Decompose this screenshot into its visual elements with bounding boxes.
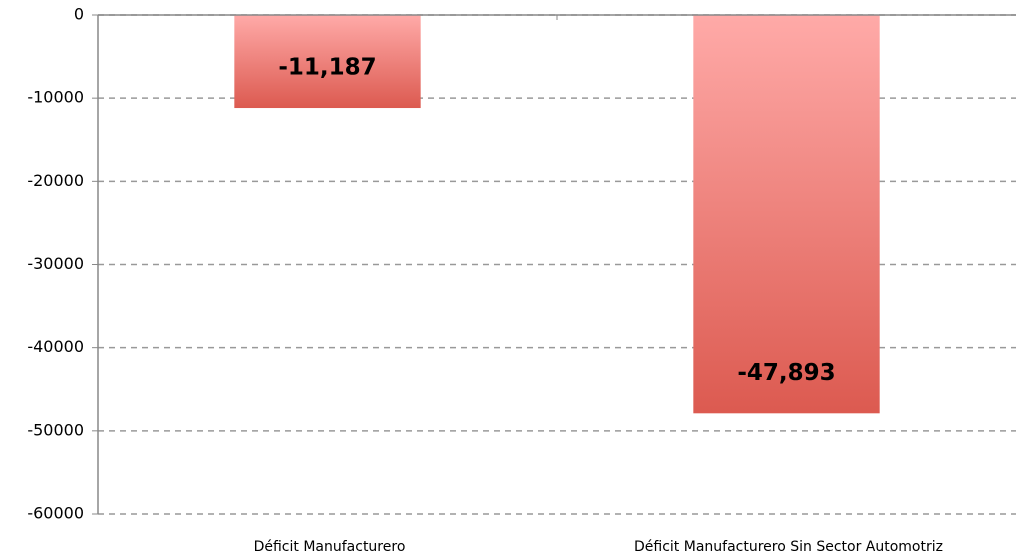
y-tick-label: -30000 — [27, 254, 84, 273]
y-tick-label: -50000 — [27, 420, 84, 439]
x-tick-label: Déficit Manufacturero — [254, 539, 406, 555]
value-label: -11,187 — [278, 55, 376, 81]
bar — [234, 15, 421, 109]
y-tick-label: 0 — [74, 5, 84, 24]
y-tick-label: -40000 — [27, 337, 84, 356]
x-tick-label: Déficit Manufacturero Sin Sector Automot… — [634, 539, 943, 555]
y-tick-label: -60000 — [27, 504, 84, 523]
value-label: -47,893 — [737, 360, 835, 386]
y-tick-label: -20000 — [27, 171, 84, 190]
bar — [693, 15, 880, 414]
y-tick-label: -10000 — [27, 88, 84, 107]
